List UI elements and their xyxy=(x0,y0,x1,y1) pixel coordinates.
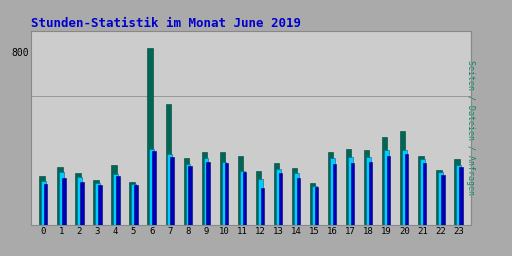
Bar xyxy=(130,182,135,225)
Bar xyxy=(382,137,388,225)
Bar xyxy=(366,157,371,225)
Bar xyxy=(132,184,136,225)
Bar xyxy=(185,164,190,225)
Bar xyxy=(405,154,409,225)
Bar xyxy=(222,162,226,225)
Bar xyxy=(184,158,189,225)
Bar xyxy=(384,150,389,225)
Bar xyxy=(170,157,174,225)
Bar xyxy=(420,159,425,225)
Bar xyxy=(333,164,336,225)
Bar xyxy=(39,176,45,225)
Bar xyxy=(454,159,460,225)
Bar xyxy=(261,188,264,225)
Bar xyxy=(75,173,81,225)
Bar xyxy=(402,150,407,225)
Bar xyxy=(315,187,318,225)
Bar xyxy=(292,168,297,225)
Bar xyxy=(134,185,138,225)
Bar xyxy=(346,148,351,225)
Bar xyxy=(436,170,441,225)
Bar xyxy=(328,152,333,225)
Bar xyxy=(351,163,354,225)
Bar xyxy=(240,171,245,225)
Bar xyxy=(330,158,335,225)
Bar xyxy=(364,150,369,225)
Bar xyxy=(238,156,243,225)
Bar xyxy=(387,156,390,225)
Bar xyxy=(98,185,101,225)
Bar xyxy=(112,165,117,225)
Bar xyxy=(41,181,46,225)
Bar xyxy=(456,165,461,225)
Bar xyxy=(348,157,353,225)
Bar xyxy=(153,151,156,225)
Bar xyxy=(167,154,173,225)
Bar xyxy=(400,131,406,225)
Bar xyxy=(441,175,444,225)
Bar xyxy=(276,169,281,225)
Bar xyxy=(294,173,298,225)
Bar xyxy=(279,173,282,225)
Bar xyxy=(165,104,171,225)
Bar xyxy=(312,186,317,225)
Y-axis label: Seiten / Dateien / Anfragen: Seiten / Dateien / Anfragen xyxy=(466,60,475,196)
Bar xyxy=(59,172,64,225)
Bar xyxy=(423,163,426,225)
Text: Stunden-Statistik im Monat June 2019: Stunden-Statistik im Monat June 2019 xyxy=(31,17,301,29)
Bar xyxy=(310,183,315,225)
Bar xyxy=(93,180,99,225)
Bar xyxy=(369,162,372,225)
Bar xyxy=(62,178,66,225)
Bar xyxy=(225,163,228,225)
Bar xyxy=(147,48,153,225)
Bar xyxy=(150,148,154,225)
Bar xyxy=(438,172,443,225)
Bar xyxy=(77,177,82,225)
Bar xyxy=(243,172,246,225)
Bar xyxy=(258,179,263,225)
Bar xyxy=(202,152,207,225)
Bar xyxy=(113,175,118,225)
Bar xyxy=(297,178,300,225)
Bar xyxy=(206,162,210,225)
Bar xyxy=(95,183,100,225)
Bar xyxy=(57,167,62,225)
Bar xyxy=(116,176,120,225)
Bar xyxy=(418,156,423,225)
Bar xyxy=(188,166,192,225)
Bar xyxy=(220,152,225,225)
Bar xyxy=(44,184,48,225)
Bar xyxy=(80,182,83,225)
Bar xyxy=(204,158,208,225)
Bar xyxy=(459,167,462,225)
Bar xyxy=(256,171,261,225)
Bar xyxy=(274,163,279,225)
